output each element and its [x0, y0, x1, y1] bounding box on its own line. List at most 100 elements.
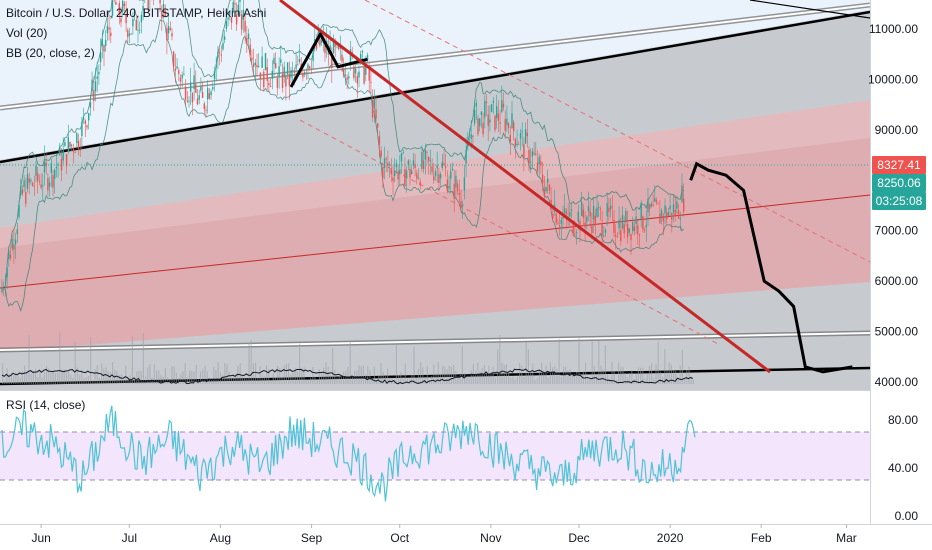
volume-bar [450, 366, 452, 384]
candle [516, 129, 518, 148]
volume-bar [433, 364, 435, 384]
rsi-pane[interactable] [0, 405, 870, 502]
volume-bar [153, 364, 155, 384]
price-tick-label: 10000.00 [868, 72, 918, 86]
time-tick-label: Oct [390, 531, 409, 545]
candle [400, 152, 403, 174]
candle [190, 67, 192, 105]
volume-bar [8, 374, 10, 384]
candle [251, 49, 253, 64]
candle [169, 21, 171, 32]
rsi-legend[interactable]: RSI (14, close) [6, 398, 86, 412]
volume-bar [15, 372, 17, 384]
candle [84, 119, 86, 138]
candle [59, 142, 61, 156]
candle [31, 181, 34, 187]
price-projection-line[interactable] [289, 30, 853, 374]
candle [106, 14, 109, 41]
volume-bar [343, 371, 345, 384]
volume-bar [530, 372, 532, 384]
volume-bar [664, 348, 666, 384]
candle [269, 78, 272, 88]
resistance-line[interactable] [749, 0, 870, 19]
candle [599, 205, 602, 221]
candle [616, 232, 619, 238]
volume-bar [514, 379, 516, 384]
time-axis[interactable]: Jun Jul Aug Sep Oct Nov Dec 2020 Feb Mar [31, 524, 857, 545]
candle [472, 135, 474, 146]
channel-midline[interactable] [0, 194, 870, 289]
volume-bar [626, 377, 628, 384]
candle [198, 89, 200, 105]
candle [241, 9, 243, 36]
volume-bar [686, 370, 688, 384]
bb-legend[interactable]: BB (20, close, 2) [6, 46, 95, 60]
candle [54, 168, 56, 194]
volume-bar [347, 367, 349, 384]
candle [506, 105, 508, 132]
candle [638, 233, 641, 248]
volume-bar [565, 366, 567, 384]
price-pane[interactable] [0, 0, 870, 390]
volume-bar [607, 374, 609, 384]
candle [438, 167, 440, 192]
volume-bar [338, 376, 340, 384]
volume-bar [668, 362, 670, 384]
volume-bar [206, 371, 208, 384]
candle [460, 189, 462, 213]
volume-legend[interactable]: Vol (20) [6, 26, 48, 40]
volume-bar [435, 374, 437, 384]
volume-bar [120, 374, 122, 384]
candle [414, 154, 416, 177]
candle [239, 0, 241, 17]
volume-bar [679, 365, 681, 384]
candle [555, 211, 557, 225]
rsi-tick-label: 0.00 [895, 509, 919, 523]
volume-bar [398, 374, 400, 384]
volume-bar [136, 371, 138, 384]
candle [33, 175, 35, 196]
candle [128, 27, 131, 44]
candle [258, 53, 260, 68]
volume-bar [552, 367, 554, 384]
candle [647, 187, 649, 226]
time-tick-label: Sep [301, 531, 323, 545]
descending-trendline[interactable] [279, 0, 771, 374]
volume-bar [483, 365, 485, 384]
candle [353, 64, 355, 81]
volume-bar [189, 370, 191, 384]
candle [35, 160, 37, 183]
volume-bar [296, 370, 298, 384]
candle [666, 207, 668, 224]
dashed-lower-fan[interactable] [299, 119, 721, 346]
volume-bar [673, 370, 675, 384]
rsi-axis[interactable]: 0.00 40.00 80.00 [888, 413, 918, 523]
volume-bar [292, 373, 294, 384]
dashed-upper-fan[interactable] [364, 0, 870, 263]
candles-group[interactable] [1, 0, 685, 297]
candle [507, 122, 510, 135]
candle [256, 53, 258, 77]
candle [560, 216, 562, 239]
volume-bar [28, 335, 30, 384]
candle [120, 7, 122, 27]
volume-bar [46, 365, 48, 384]
volume-bar [274, 377, 276, 384]
candle [224, 30, 226, 44]
volume-bar [323, 367, 325, 384]
candle [173, 50, 175, 73]
candle [38, 174, 41, 186]
candle [82, 107, 85, 124]
candle [531, 147, 534, 169]
price-tag: 8250.06 [872, 174, 926, 192]
candle [533, 141, 535, 156]
volume-bar [314, 376, 316, 384]
lower-channel-line [0, 332, 870, 351]
candle [480, 111, 483, 129]
volume-bar [620, 367, 622, 384]
volume-bar [415, 377, 417, 384]
volume-bar [369, 370, 371, 384]
candle [108, 14, 110, 41]
upper-trendline[interactable] [0, 10, 870, 164]
